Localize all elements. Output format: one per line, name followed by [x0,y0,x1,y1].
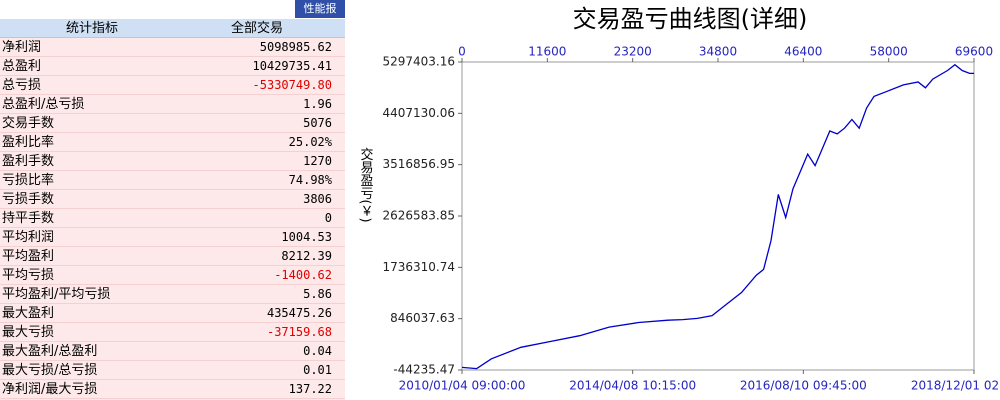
stat-value: 5098985.62 [259,40,332,54]
stat-name: 净利润/最大亏损 [2,382,98,397]
stat-name: 平均亏损 [2,268,55,283]
x-tick-label: 11600 [528,45,566,59]
table-row: 平均盈利/平均亏损 5.86 [0,285,345,304]
stat-name: 总盈利/总亏损 [2,97,85,112]
stat-name: 总盈利 [2,59,42,74]
y-tick-label: 5297403.16 [382,55,455,69]
x-date-label: 2016/08/10 09:45:00 [740,379,867,393]
stat-value: 1.96 [303,97,332,111]
table-row: 最大盈利 435475.26 [0,304,345,323]
stat-name: 最大亏损 [2,325,55,340]
stat-name: 最大盈利/总盈利 [2,344,98,359]
x-tick-label: 34800 [699,45,737,59]
x-tick-label: 69600 [955,45,993,59]
chart: 交易盈亏曲线图(详细) 交易盈亏(￥) -44235.47 846037.63 17… [358,5,1000,393]
stats-table: 性能报 统计指标 全部交易 净利润 5098985.62 总盈利 10429735.4… [0,0,345,400]
stat-value: 1004.53 [281,230,332,244]
x-date-label: 2010/01/04 09:00:00 [399,379,526,393]
stat-value: -5330749.80 [252,78,332,92]
stat-value: 0.01 [303,363,332,377]
stat-name: 亏损比率 [2,173,55,188]
y-axis-label: 交易盈亏(￥) [358,147,374,223]
plot-area [461,61,975,371]
x-tick-label: 0 [458,45,466,59]
table-row: 平均利润 1004.53 [0,228,345,247]
y-tick-label: 846037.63 [390,311,455,325]
stat-value: 5076 [303,116,332,130]
stat-name: 亏损手数 [2,192,55,207]
table-row: 亏损比率 74.98% [0,171,345,190]
stat-name: 总亏损 [2,78,42,93]
table-row: 平均盈利 8212.39 [0,247,345,266]
x-date-label: 2014/04/08 10:15:00 [569,379,696,393]
table-row: 最大亏损/总亏损 0.01 [0,361,345,380]
table-row: 盈利手数 1270 [0,152,345,171]
stat-value: 1270 [303,154,332,168]
table-header: 统计指标 全部交易 [0,19,345,38]
x-tick-label: 46400 [784,45,822,59]
y-tick-label: 2626583.85 [382,209,455,223]
stat-value: 74.98% [288,173,332,187]
table-row: 净利润/最大亏损 137.22 [0,380,345,399]
stat-name: 盈利比率 [2,135,55,150]
stat-name: 盈利手数 [2,154,55,169]
panel-title: 性能报 [295,0,345,18]
stat-value: 435475.26 [266,306,332,320]
y-tick-label: 1736310.74 [382,260,455,274]
table-row: 最大盈利/总盈利 0.04 [0,342,345,361]
table-row: 最大亏损 -37159.68 [0,323,345,342]
x-tick-label: 58000 [870,45,908,59]
table-row: 交易手数 5076 [0,114,345,133]
column-header: 统计指标 [65,21,118,36]
table-row: 总盈利 10429735.41 [0,57,345,76]
table-row: 净利润 5098985.62 [0,38,345,57]
stat-value: 5.86 [303,287,332,301]
table-row: 平均亏损 -1400.62 [0,266,345,285]
y-tick-label: 3516856.95 [382,157,455,171]
stat-name: 平均盈利 [2,249,55,264]
chart-title: 交易盈亏曲线图(详细) [573,5,808,33]
table-row: 总盈利/总亏损 1.96 [0,95,345,114]
stat-name: 最大亏损/总亏损 [2,363,98,378]
stat-name: 净利润 [2,40,42,55]
stat-value: 8212.39 [281,249,332,263]
stat-name: 最大盈利 [2,306,55,321]
x-date-label: 2018/12/01 02 [911,379,999,393]
stat-value: 3806 [303,192,332,206]
stat-value: 25.02% [288,135,332,149]
title-bar: 性能报 [0,0,345,19]
x-tick-label: 23200 [614,45,652,59]
stat-value: -1400.62 [274,268,332,282]
stat-value: 137.22 [288,382,332,396]
stat-name: 平均盈利/平均亏损 [2,287,111,302]
table-row: 总亏损 -5330749.80 [0,76,345,95]
table-row: 盈利比率 25.02% [0,133,345,152]
stat-value: 10429735.41 [252,59,332,73]
column-header: 全部交易 [230,21,283,36]
stat-name: 持平手数 [2,211,55,226]
equity-line [461,63,974,370]
stat-value: 0 [324,211,332,225]
y-tick-label: 4407130.06 [382,106,455,120]
stat-name: 平均利润 [2,230,55,245]
table-row: 亏损手数 3806 [0,190,345,209]
table-row: 持平手数 0 [0,209,345,228]
stat-name: 交易手数 [2,116,55,131]
y-tick-label: -44235.47 [393,363,455,377]
stat-value: 0.04 [303,344,332,358]
stat-value: -37159.68 [266,325,332,339]
